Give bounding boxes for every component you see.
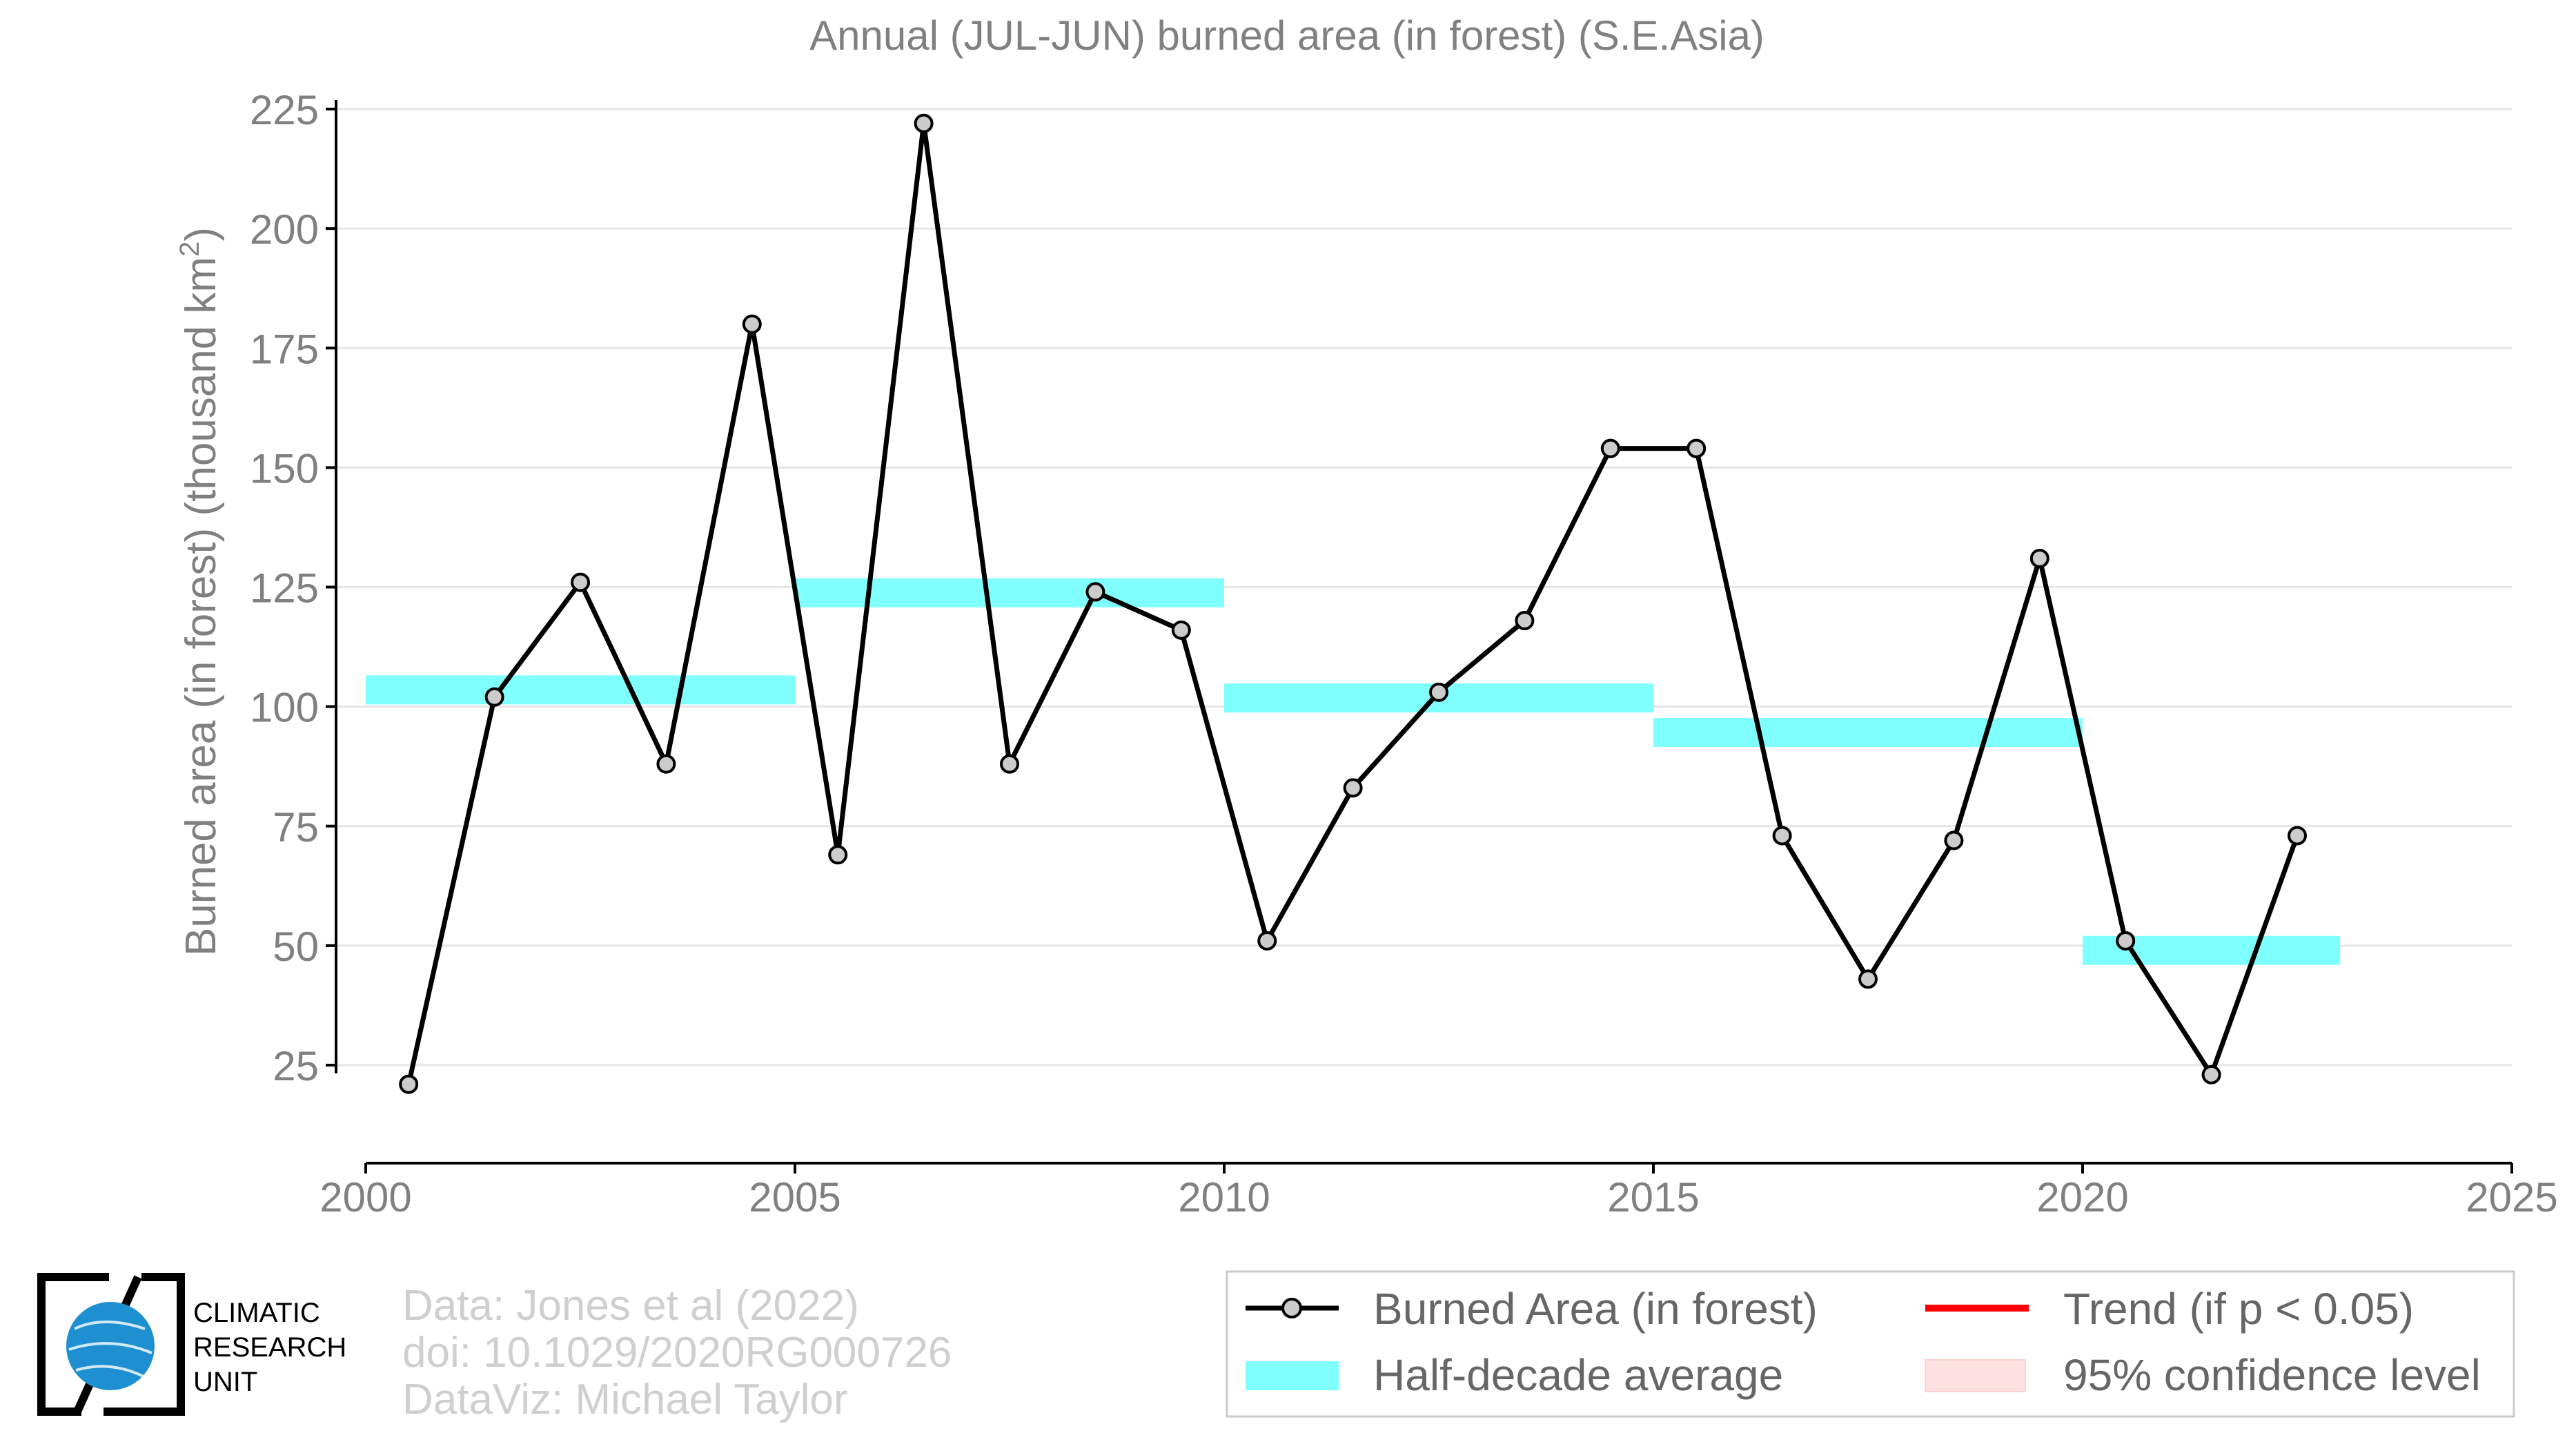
burned-area-point (1257, 931, 1277, 951)
burned-area-point (1772, 826, 1792, 846)
y-axis-label: Burned area (in forest) (thousand km2) (175, 227, 225, 956)
legend-marker-burned-area (1281, 1298, 1302, 1318)
x-axis-ticks: 2000 2005 2010 2015 2020 2025 (319, 1163, 2558, 1220)
burned-area-point (742, 314, 762, 334)
chart-title: Annual (JUL-JUN) burned area (in forest)… (809, 12, 1764, 59)
burned-area-point (399, 1074, 419, 1094)
half-decade-bar (1653, 718, 2083, 748)
burned-area-point (828, 845, 848, 865)
burned-area-point (1085, 582, 1105, 602)
burned-area-series (399, 113, 2307, 1094)
x-tick-label: 2000 (319, 1174, 411, 1220)
y-tick-label: 75 (273, 804, 319, 850)
burned-area-point (1687, 438, 1707, 458)
x-tick-label: 2015 (1607, 1174, 1699, 1220)
y-axis-label-main: Burned area (in forest) (thousand km (177, 257, 225, 956)
x-tick-label: 2005 (749, 1174, 840, 1220)
credit-data: Data: Jones et al (2022) (402, 1282, 859, 1330)
x-tick-label: 2025 (2466, 1174, 2557, 1220)
burned-area-point (914, 113, 934, 133)
burned-area-point (1515, 610, 1535, 630)
x-tick-label: 2010 (1178, 1174, 1270, 1220)
credit-doi: doi: 10.1029/2020RG000726 (402, 1329, 952, 1376)
x-tick-label: 2020 (2036, 1174, 2128, 1220)
y-tick-label: 25 (273, 1043, 319, 1089)
burned-area-point (571, 572, 590, 592)
legend-box (1226, 1270, 2515, 1418)
y-tick-label: 100 (250, 685, 319, 731)
half-decade-bar (795, 578, 1224, 607)
y-tick-label: 200 (250, 206, 319, 253)
y-axis-label-sup: 2 (175, 242, 205, 257)
y-axis-label-close: ) (177, 227, 225, 242)
burned-area-point (1858, 969, 1878, 989)
burned-area-point (1171, 620, 1191, 640)
legend-label-half-decade: Half-decade average (1373, 1350, 1783, 1400)
y-tick-label: 50 (273, 924, 319, 970)
y-axis-ticks: 25 50 75 100 125 150 175 200 225 (250, 87, 336, 1089)
legend-swatch-confidence (1925, 1359, 2026, 1392)
legend-label-trend: Trend (if p < 0.05) (2063, 1284, 2414, 1334)
burned-area-point (1600, 438, 1620, 458)
logo-bracket-right (104, 1273, 185, 1416)
legend-label-burned-area: Burned Area (in forest) (1373, 1284, 1818, 1334)
y-tick-label: 125 (250, 565, 319, 612)
burned-area-point (1944, 830, 1964, 850)
gridlines (336, 108, 2512, 1067)
burned-area-point (2029, 548, 2049, 568)
y-tick-label: 150 (250, 445, 319, 491)
logo-text-research: RESEARCH (193, 1332, 346, 1363)
legend-label-confidence: 95% confidence level (2063, 1350, 2481, 1400)
y-tick-label: 225 (250, 87, 319, 133)
half-decade-bar (366, 675, 795, 705)
burned-area-point (2116, 931, 2136, 951)
burned-area-point (1429, 682, 1448, 702)
logo-text-climatic: CLIMATIC (193, 1298, 320, 1328)
logo-text-unit: UNIT (193, 1367, 257, 1397)
burned-area-point (1343, 778, 1363, 798)
burned-area-point (2288, 826, 2307, 846)
legend: Burned Area (in forest) Trend (if p < 0.… (1226, 1270, 2515, 1418)
burned-area-point (2201, 1064, 2221, 1084)
burned-area-point (484, 687, 504, 707)
burned-area-point (1000, 754, 1019, 774)
y-tick-label: 175 (250, 326, 319, 372)
burned-area-point (656, 754, 676, 774)
burned-area-line (406, 121, 2300, 1085)
legend-swatch-half-decade (1246, 1361, 1339, 1390)
globe-swirl (68, 1321, 153, 1379)
credit-dataviz: DataViz: Michael Taylor (402, 1376, 848, 1423)
logo-bracket-left (37, 1273, 109, 1416)
cru-logo: CLIMATIC RESEARCH UNIT (37, 1273, 346, 1416)
